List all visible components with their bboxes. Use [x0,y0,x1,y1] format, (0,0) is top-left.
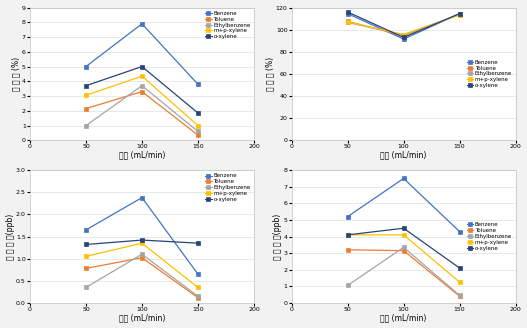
Benzene [83,228,89,232]
Ethylbenzene [195,294,201,298]
Line: Benzene: Benzene [346,12,461,41]
Line: o-xylene: o-xylene [84,238,200,246]
X-axis label: 유량 (mL/min): 유량 (mL/min) [119,151,165,160]
Benzene [401,176,407,180]
m+p-xylene [195,285,201,289]
Ethylbenzene [456,294,463,297]
Benzene [83,65,89,69]
o-xylene [456,12,463,16]
m+p-xylene [83,255,89,258]
Toluene [83,107,89,111]
o-xylene [139,238,145,242]
Y-axis label: 정 량 한 계(ppb): 정 량 한 계(ppb) [273,214,282,260]
Ethylbenzene [401,245,407,249]
X-axis label: 유량 (mL/min): 유량 (mL/min) [380,151,427,160]
Ethylbenzene [401,33,407,37]
Benzene [139,195,145,199]
Line: o-xylene: o-xylene [346,227,461,270]
Line: m+p-xylene: m+p-xylene [84,74,200,127]
Legend: Benzene, Toluene, Ethylbenzene, m+p-xylene, o-xylene: Benzene, Toluene, Ethylbenzene, m+p-xyle… [204,173,251,202]
Line: m+p-xylene: m+p-xylene [346,13,461,36]
Legend: Benzene, Toluene, Ethylbenzene, m+p-xylene, o-xylene: Benzene, Toluene, Ethylbenzene, m+p-xyle… [466,59,513,89]
Ethylbenzene [139,252,145,256]
m+p-xylene [139,241,145,245]
Line: Toluene: Toluene [346,12,461,37]
Line: Toluene: Toluene [84,256,200,299]
Toluene [83,266,89,270]
m+p-xylene [401,233,407,237]
Benzene [345,12,351,16]
Line: Ethylbenzene: Ethylbenzene [84,84,200,133]
Toluene [139,256,145,260]
Toluene [401,34,407,38]
Line: o-xylene: o-xylene [346,10,461,39]
Toluene [456,294,463,298]
m+p-xylene [456,280,463,284]
o-xylene [195,241,201,245]
Line: Toluene: Toluene [84,90,200,137]
o-xylene [139,65,145,69]
Legend: Benzene, Toluene, Ethylbenzene, m+p-xylene, o-xylene: Benzene, Toluene, Ethylbenzene, m+p-xyle… [204,10,251,40]
Line: Toluene: Toluene [346,248,461,298]
Ethylbenzene [83,285,89,289]
Ethylbenzene [139,84,145,88]
Ethylbenzene [456,13,463,17]
Benzene [345,215,351,218]
Toluene [345,248,351,252]
m+p-xylene [401,33,407,37]
o-xylene [401,226,407,230]
o-xylene [195,111,201,115]
Line: m+p-xylene: m+p-xylene [84,241,200,289]
Line: Ethylbenzene: Ethylbenzene [346,13,461,36]
Line: Ethylbenzene: Ethylbenzene [84,253,200,298]
m+p-xylene [83,93,89,97]
Benzene [139,22,145,26]
Benzene [195,82,201,86]
X-axis label: 유량 (mL/min): 유량 (mL/min) [119,314,165,322]
o-xylene [456,266,463,270]
Ethylbenzene [83,124,89,128]
Y-axis label: 검 출 한 계(ppb): 검 출 한 계(ppb) [6,214,15,260]
o-xylene [83,84,89,88]
Line: Benzene: Benzene [84,22,200,86]
o-xylene [345,10,351,14]
X-axis label: 유량 (mL/min): 유량 (mL/min) [380,314,427,322]
Benzene [456,230,463,234]
o-xylene [83,242,89,246]
Toluene [195,296,201,299]
Legend: Benzene, Toluene, Ethylbenzene, m+p-xylene, o-xylene: Benzene, Toluene, Ethylbenzene, m+p-xyle… [466,222,513,251]
o-xylene [345,233,351,237]
m+p-xylene [456,13,463,17]
Y-axis label: 정 밀 도 (%): 정 밀 도 (%) [12,57,21,91]
m+p-xylene [345,233,351,237]
Y-axis label: 정 확 도 (%): 정 확 도 (%) [265,57,275,91]
Line: m+p-xylene: m+p-xylene [346,233,461,284]
m+p-xylene [195,124,201,128]
Line: Benzene: Benzene [84,196,200,276]
Line: Ethylbenzene: Ethylbenzene [346,246,461,297]
Ethylbenzene [195,130,201,133]
m+p-xylene [345,20,351,24]
Toluene [345,19,351,23]
Line: Benzene: Benzene [346,177,461,233]
o-xylene [401,35,407,39]
Line: o-xylene: o-xylene [84,65,200,115]
Toluene [456,12,463,16]
Toluene [195,133,201,137]
Benzene [195,272,201,276]
Toluene [139,90,145,93]
Ethylbenzene [345,283,351,287]
Benzene [401,37,407,41]
Toluene [401,249,407,253]
Benzene [456,12,463,16]
Ethylbenzene [345,21,351,25]
m+p-xylene [139,74,145,78]
